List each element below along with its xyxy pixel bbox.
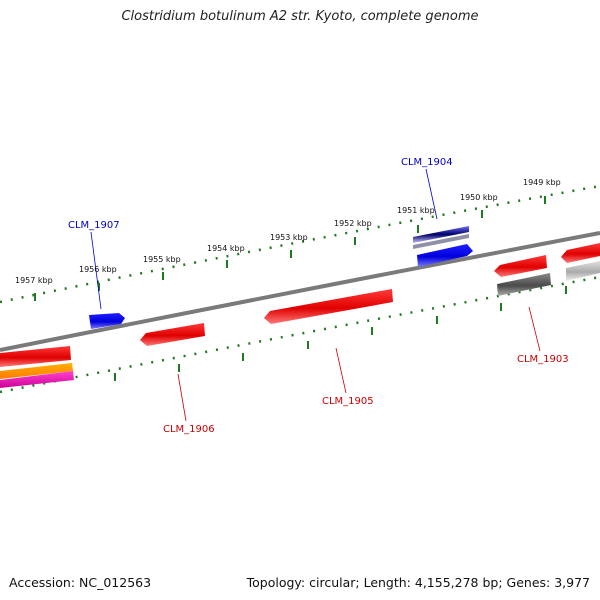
gene-label-clm-1905[interactable]: CLM_1905 [322,396,374,407]
scale-label: 1955 kbp [143,255,181,264]
gene-right-red[interactable] [561,243,600,263]
gene-label-clm-1906[interactable]: CLM_1906 [163,424,215,435]
scale-label: 1950 kbp [460,193,498,202]
gene-clm-1907[interactable] [89,313,125,329]
gene-label-clm-1904[interactable]: CLM_1904 [401,157,453,168]
scale-labels: 1957 kbp 1956 kbp 1955 kbp 1954 kbp 1953 kbp… [15,178,561,285]
genome-title: Clostridium botulinum A2 str. Kyoto, com… [121,9,479,24]
scale-label: 1951 kbp [397,206,435,215]
scale-label: 1954 kbp [207,244,245,253]
gene-label-clm-1907[interactable]: CLM_1907 [68,220,120,231]
leader-clm-1907 [90,231,102,310]
gene-clm-1905[interactable] [264,289,393,324]
gene-forward-blue[interactable] [417,244,473,267]
scale-label: 1956 kbp [79,265,117,274]
inner-scale-track [0,275,600,394]
gene-label-clm-1903[interactable]: CLM_1903 [517,354,569,365]
leader-clm-1903 [528,306,541,352]
scale-label: 1953 kbp [270,233,308,242]
gene-left-orange[interactable] [0,363,73,379]
scale-label: 1952 kbp [334,219,372,228]
gene-clm-1906[interactable] [140,323,205,346]
scale-label: 1957 kbp [15,276,53,285]
gene-left-red[interactable] [0,346,71,367]
gene-clm-1903[interactable] [494,255,547,277]
leader-clm-1906 [177,373,187,422]
leader-clm-1905 [335,347,347,394]
genome-summary-label: Topology: circular; Length: 4,155,278 bp… [246,575,590,590]
genome-backbone [0,231,600,352]
accession-label: Accession: NC_012563 [9,575,152,590]
scale-label: 1949 kbp [523,178,561,187]
gene-left-pink[interactable] [0,371,74,388]
scale-ticks [34,196,567,381]
gene-clm-1904-track[interactable] [413,226,469,249]
gene-dark-gray[interactable] [497,273,551,296]
leader-clm-1904 [425,168,438,220]
gene-right-light[interactable] [566,261,600,281]
